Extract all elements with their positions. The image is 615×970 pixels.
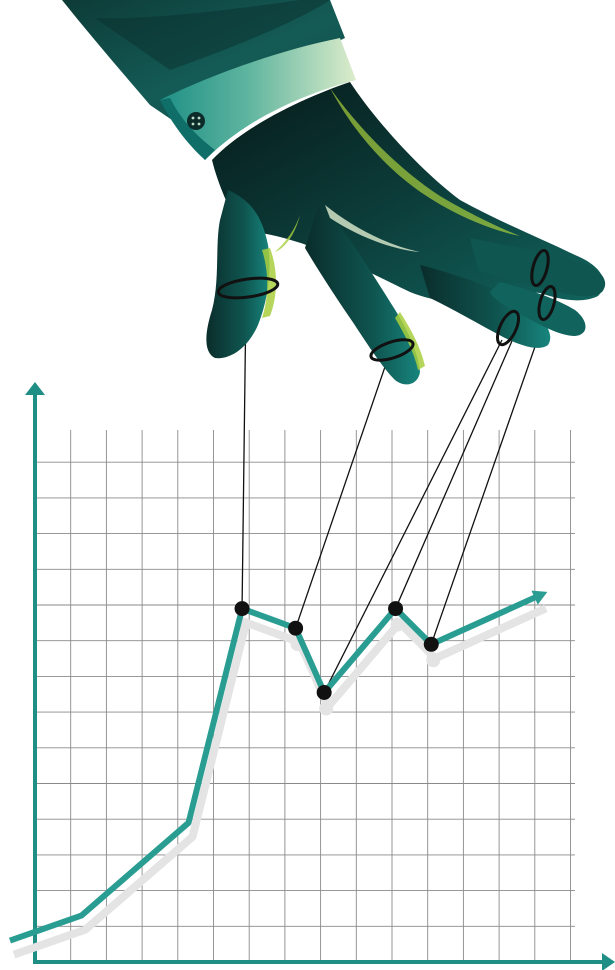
data-point-joint [234, 601, 250, 617]
y-axis-arrow-icon [25, 382, 45, 395]
string-loop-icon [216, 276, 280, 300]
marionette-string [294, 357, 389, 629]
chart-grid [34, 430, 575, 963]
string-loop-icon [495, 309, 521, 347]
marionette-string [241, 295, 247, 609]
joint-shadow [390, 617, 405, 632]
marionette-string [430, 317, 546, 645]
data-point-joint [388, 601, 404, 617]
marionette-string [323, 339, 503, 693]
puppeteer-hand [206, 82, 606, 385]
data-joints [234, 601, 439, 700]
data-point-joint [316, 684, 332, 700]
joint-shadow [319, 701, 334, 716]
x-axis-arrow-icon [602, 953, 615, 970]
chart-axes [25, 382, 615, 970]
string-loop-icon [537, 284, 557, 322]
data-point-joint [288, 620, 304, 636]
string-loop-icon [369, 338, 415, 362]
string-loop-icon [530, 249, 550, 287]
marionette-string [394, 287, 536, 609]
cufflink-icon [187, 112, 205, 130]
sleeve [62, 0, 345, 122]
line-arrow-icon [531, 590, 548, 605]
data-point-joint [423, 636, 439, 652]
shirt-cuff [160, 38, 356, 160]
marionette-strings [241, 287, 546, 693]
joint-shadow [426, 653, 441, 668]
